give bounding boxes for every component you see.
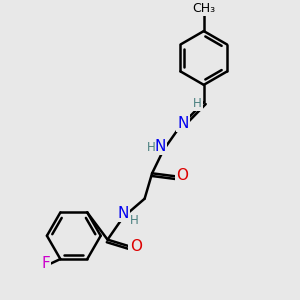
Text: CH₃: CH₃ [192, 2, 215, 15]
Text: N: N [177, 116, 189, 130]
Text: N: N [117, 206, 129, 221]
Text: H: H [193, 97, 202, 110]
Text: H: H [146, 141, 155, 154]
Text: N: N [154, 139, 166, 154]
Text: O: O [176, 168, 188, 183]
Text: F: F [41, 256, 50, 271]
Text: H: H [130, 214, 139, 227]
Text: O: O [130, 239, 142, 254]
